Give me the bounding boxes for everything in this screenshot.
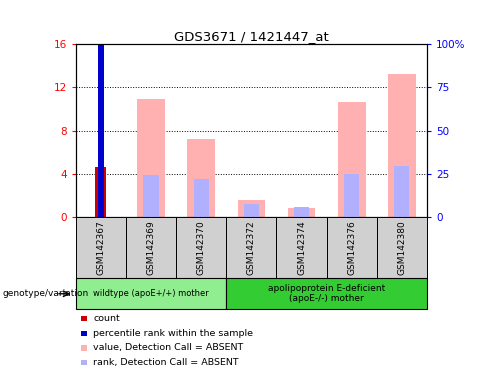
Bar	[81, 331, 87, 336]
Bar	[338, 103, 366, 217]
Text: count: count	[93, 314, 120, 323]
Text: apolipoprotein E-deficient
(apoE-/-) mother: apolipoprotein E-deficient (apoE-/-) mot…	[268, 284, 385, 303]
Bar	[294, 207, 309, 217]
Text: GSM142374: GSM142374	[297, 220, 306, 275]
Text: GSM142380: GSM142380	[397, 220, 407, 275]
Bar	[176, 217, 226, 278]
Text: GSM142372: GSM142372	[247, 220, 256, 275]
Bar	[76, 278, 226, 309]
Bar	[81, 316, 87, 321]
Bar	[326, 217, 377, 278]
Text: GSM142376: GSM142376	[347, 220, 356, 275]
Bar	[187, 139, 215, 217]
Title: GDS3671 / 1421447_at: GDS3671 / 1421447_at	[174, 30, 329, 43]
Bar	[143, 175, 159, 217]
Bar	[238, 200, 265, 217]
Bar	[226, 217, 276, 278]
Text: rank, Detection Call = ABSENT: rank, Detection Call = ABSENT	[93, 358, 239, 367]
Bar	[377, 217, 427, 278]
Bar	[288, 209, 315, 217]
Bar	[96, 167, 106, 217]
Bar	[394, 166, 409, 217]
Bar	[276, 217, 326, 278]
Bar	[344, 174, 359, 217]
Bar	[76, 217, 126, 278]
Text: genotype/variation: genotype/variation	[2, 289, 89, 298]
Text: GSM142370: GSM142370	[197, 220, 205, 275]
Bar	[137, 99, 165, 217]
Bar	[98, 28, 104, 217]
Text: wildtype (apoE+/+) mother: wildtype (apoE+/+) mother	[93, 289, 209, 298]
Bar	[81, 360, 87, 365]
Bar	[126, 217, 176, 278]
Text: percentile rank within the sample: percentile rank within the sample	[93, 329, 253, 338]
Bar	[194, 179, 209, 217]
Text: GSM142367: GSM142367	[96, 220, 105, 275]
Bar	[244, 204, 259, 217]
Bar	[81, 345, 87, 351]
Text: GSM142369: GSM142369	[146, 220, 156, 275]
Bar	[226, 278, 427, 309]
Text: value, Detection Call = ABSENT: value, Detection Call = ABSENT	[93, 343, 244, 353]
Bar	[388, 74, 416, 217]
